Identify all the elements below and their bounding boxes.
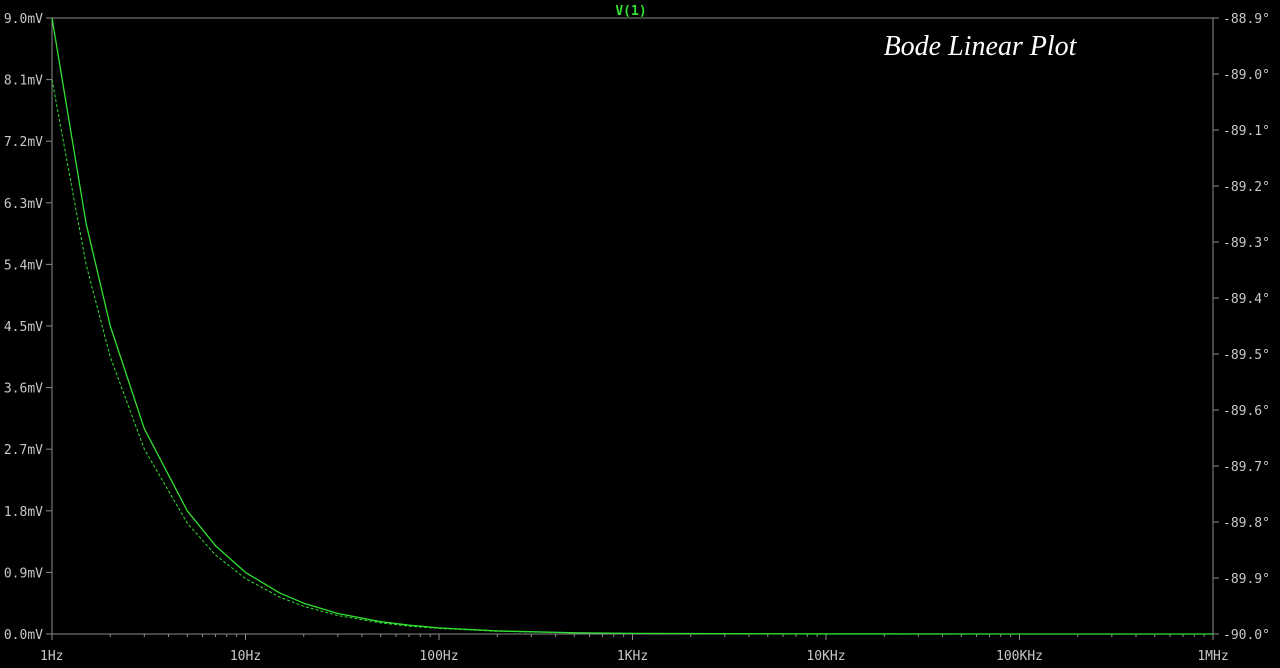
y-left-tick-label: 0.9mV (4, 566, 43, 581)
y-left-tick-label: 9.0mV (4, 12, 43, 27)
x-tick-label: 1Hz (40, 649, 63, 664)
y-right-tick-label: -89.3° (1223, 236, 1270, 251)
y-right-tick-label: -89.0° (1223, 68, 1270, 83)
x-tick-label: 1MHz (1197, 649, 1228, 664)
y-right-tick-label: -89.4° (1223, 292, 1270, 307)
y-right-tick-label: -89.9° (1223, 572, 1270, 587)
y-left-tick-label: 8.1mV (4, 74, 43, 89)
series-layer (51, 17, 1214, 635)
y-left-tick-label: 6.3mV (4, 197, 43, 212)
plot-frame (51, 17, 1214, 635)
chart-title: Bode Linear Plot (884, 31, 1078, 62)
x-tick-label: 100KHz (996, 649, 1043, 664)
y-right-tick-label: -89.8° (1223, 516, 1270, 531)
series-line-phase (51, 79, 1214, 635)
y-right-tick-label: -89.6° (1223, 404, 1270, 419)
y-right-tick-label: -88.9° (1223, 12, 1270, 27)
y-right-tick-label: -89.5° (1223, 348, 1270, 363)
y-right-tick-label: -89.1° (1223, 124, 1270, 139)
y-right-tick-label: -90.0° (1223, 628, 1270, 643)
axes-layer: 1Hz 10Hz 100Hz 1KHz 10KHz 100KHz 1MHz 0.0mV 0.9m… (4, 12, 1270, 664)
x-tick-label: 10Hz (230, 649, 261, 664)
series-line-magnitude (51, 17, 1214, 635)
y-left-tick-label: 0.0mV (4, 628, 43, 643)
y-left-tick-label: 3.6mV (4, 382, 43, 397)
y-left-tick-label: 5.4mV (4, 258, 43, 273)
y-right-tick-label: -89.7° (1223, 460, 1270, 475)
y-left-tick-label: 2.7mV (4, 443, 43, 458)
trace-label[interactable]: V(1) (615, 4, 646, 19)
x-tick-label: 1KHz (617, 649, 648, 664)
y-right-tick-label: -89.2° (1223, 180, 1270, 195)
x-tick-label: 100Hz (419, 649, 458, 664)
x-tick-label: 10KHz (806, 649, 845, 664)
y-left-tick-label: 1.8mV (4, 505, 43, 520)
y-left-tick-label: 4.5mV (4, 320, 43, 335)
y-left-tick-label: 7.2mV (4, 135, 43, 150)
